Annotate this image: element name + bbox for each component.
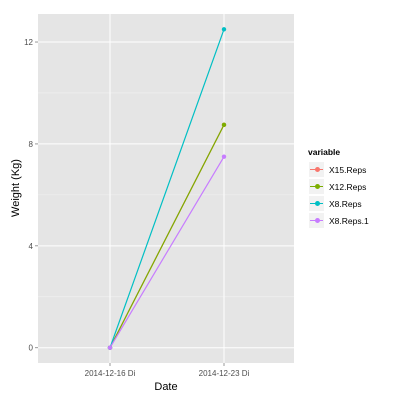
legend-title: variable xyxy=(308,147,341,157)
grid-major xyxy=(38,14,294,363)
data-point xyxy=(221,122,227,128)
series-lines xyxy=(109,29,225,349)
grid-minor xyxy=(38,92,294,298)
legend: variable X15.Reps X12.Reps X8.Reps X8.Reps.… xyxy=(308,146,398,229)
legend-label: X15.Reps xyxy=(329,164,367,175)
legend-item: X8.Reps.1 xyxy=(308,212,398,229)
series-line xyxy=(109,124,225,348)
y-axis-title: Weight (Kg) xyxy=(10,159,22,217)
series-line xyxy=(109,156,225,349)
legend-key-dot xyxy=(315,167,320,172)
legend-key-dot xyxy=(315,201,320,206)
y-tick-label: 0 xyxy=(29,344,34,353)
legend-item: X8.Reps xyxy=(308,195,398,212)
x-axis-title: Date xyxy=(154,381,177,393)
legend-label: X8.Reps.1 xyxy=(329,215,369,226)
data-point xyxy=(221,27,227,32)
legend-key-dot xyxy=(315,218,320,223)
legend-items: X15.Reps X12.Reps X8.Reps X8.Reps.1 xyxy=(308,161,398,229)
legend-item: X15.Reps xyxy=(308,161,398,178)
y-axis-ticks: 0 4 8 12 xyxy=(24,38,38,353)
legend-key xyxy=(308,212,325,229)
y-tick-label: 4 xyxy=(29,242,34,251)
x-tick-label: 2014-12-23 Di xyxy=(199,369,250,378)
legend-key xyxy=(308,161,325,178)
plot-panel xyxy=(38,14,294,363)
y-tick-label: 8 xyxy=(29,140,34,149)
legend-key xyxy=(308,195,325,212)
data-point xyxy=(221,154,227,159)
legend-label: X8.Reps xyxy=(329,198,362,209)
x-tick-label: 2014-12-16 Di xyxy=(85,369,136,378)
series-points xyxy=(107,27,227,350)
legend-key-dot xyxy=(315,184,320,189)
data-point xyxy=(107,345,113,350)
legend-label: X12.Reps xyxy=(329,181,367,192)
legend-item: X12.Reps xyxy=(308,178,398,195)
x-axis-ticks: 2014-12-16 Di 2014-12-23 Di xyxy=(85,363,250,378)
y-tick-label: 12 xyxy=(24,38,33,47)
series-line xyxy=(109,29,225,348)
legend-key xyxy=(308,178,325,195)
